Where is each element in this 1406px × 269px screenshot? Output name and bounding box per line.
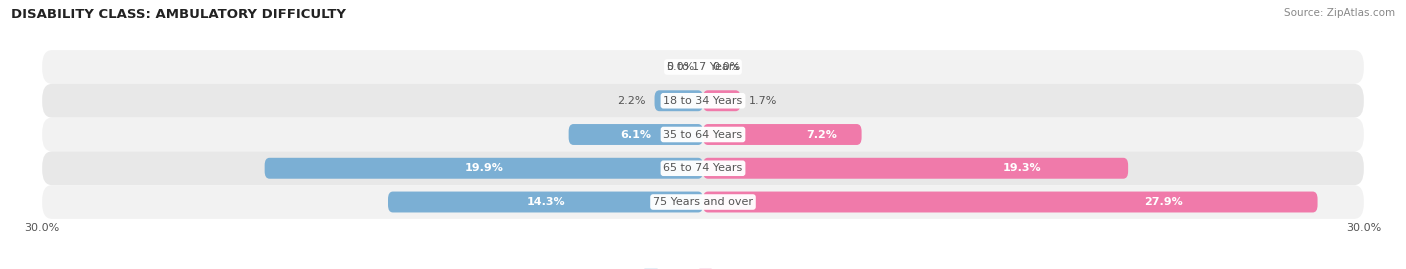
Text: 18 to 34 Years: 18 to 34 Years <box>664 96 742 106</box>
Text: 19.9%: 19.9% <box>464 163 503 173</box>
FancyBboxPatch shape <box>42 185 1364 219</box>
Text: 19.3%: 19.3% <box>1002 163 1042 173</box>
Text: 14.3%: 14.3% <box>526 197 565 207</box>
Text: 6.1%: 6.1% <box>620 129 651 140</box>
Text: 5 to 17 Years: 5 to 17 Years <box>666 62 740 72</box>
Text: 2.2%: 2.2% <box>617 96 645 106</box>
Text: 27.9%: 27.9% <box>1144 197 1184 207</box>
FancyBboxPatch shape <box>42 50 1364 84</box>
Text: DISABILITY CLASS: AMBULATORY DIFFICULTY: DISABILITY CLASS: AMBULATORY DIFFICULTY <box>11 8 346 21</box>
Text: Source: ZipAtlas.com: Source: ZipAtlas.com <box>1284 8 1395 18</box>
FancyBboxPatch shape <box>388 192 703 213</box>
FancyBboxPatch shape <box>42 151 1364 185</box>
FancyBboxPatch shape <box>703 124 862 145</box>
FancyBboxPatch shape <box>42 84 1364 118</box>
FancyBboxPatch shape <box>703 192 1317 213</box>
Text: 1.7%: 1.7% <box>749 96 778 106</box>
Text: 7.2%: 7.2% <box>807 129 838 140</box>
Text: 65 to 74 Years: 65 to 74 Years <box>664 163 742 173</box>
FancyBboxPatch shape <box>703 158 1128 179</box>
Text: 0.0%: 0.0% <box>711 62 740 72</box>
FancyBboxPatch shape <box>703 90 741 111</box>
Text: 75 Years and over: 75 Years and over <box>652 197 754 207</box>
FancyBboxPatch shape <box>264 158 703 179</box>
FancyBboxPatch shape <box>655 90 703 111</box>
Legend: Male, Female: Male, Female <box>640 264 766 269</box>
Text: 0.0%: 0.0% <box>666 62 695 72</box>
FancyBboxPatch shape <box>568 124 703 145</box>
Text: 35 to 64 Years: 35 to 64 Years <box>664 129 742 140</box>
FancyBboxPatch shape <box>42 118 1364 151</box>
